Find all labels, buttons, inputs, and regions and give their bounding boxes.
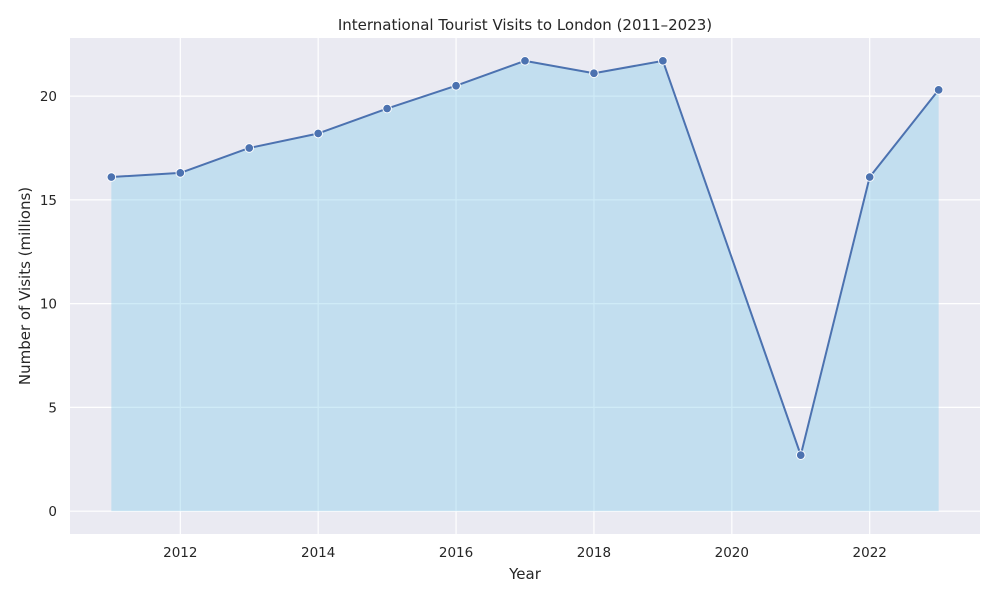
- x-tick-label: 2012: [163, 545, 197, 561]
- x-tick-label: 2016: [439, 545, 473, 561]
- y-tick-label: 20: [40, 89, 57, 105]
- x-gridlines: [179, 38, 871, 534]
- data-point: [382, 103, 392, 114]
- point-layer: [106, 56, 944, 460]
- y-tick-label: 5: [48, 400, 57, 416]
- y-tick-labels: 0 5 10 15 20: [40, 89, 57, 520]
- x-tick-label: 2014: [301, 545, 335, 561]
- data-point: [175, 168, 186, 178]
- x-tick-label: 2018: [577, 545, 611, 561]
- data-point: [933, 85, 944, 95]
- data-point: [796, 450, 806, 460]
- x-axis-label: Year: [508, 565, 542, 583]
- data-point: [106, 172, 117, 182]
- x-tick-label: 2022: [853, 545, 887, 561]
- data-point: [520, 56, 530, 66]
- x-tick-label: 2020: [715, 545, 749, 561]
- line-layer: [111, 59, 940, 457]
- data-point: [244, 143, 254, 153]
- area-fill: [111, 60, 939, 512]
- chart-title: International Tourist Visits to London (…: [338, 16, 712, 34]
- plot-background: [70, 38, 980, 534]
- data-point: [451, 80, 461, 91]
- area-layer: [111, 60, 939, 512]
- data-point: [589, 68, 599, 79]
- y-gridlines: [70, 95, 980, 512]
- data-point: [864, 172, 875, 182]
- series-line: [111, 59, 940, 457]
- y-axis-label: Number of Visits (millions): [16, 187, 34, 385]
- data-point: [658, 56, 668, 66]
- y-tick-label: 10: [40, 297, 57, 313]
- data-point: [313, 128, 323, 139]
- y-tick-label: 0: [48, 504, 57, 520]
- y-tick-label: 15: [40, 193, 57, 209]
- x-tick-labels: 2012 2014 2016 2018 2020 2022: [163, 545, 887, 561]
